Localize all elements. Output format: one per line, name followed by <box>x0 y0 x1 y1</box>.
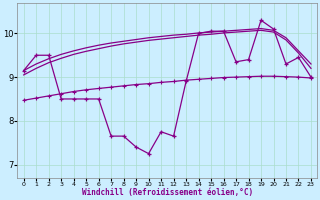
X-axis label: Windchill (Refroidissement éolien,°C): Windchill (Refroidissement éolien,°C) <box>82 188 253 197</box>
